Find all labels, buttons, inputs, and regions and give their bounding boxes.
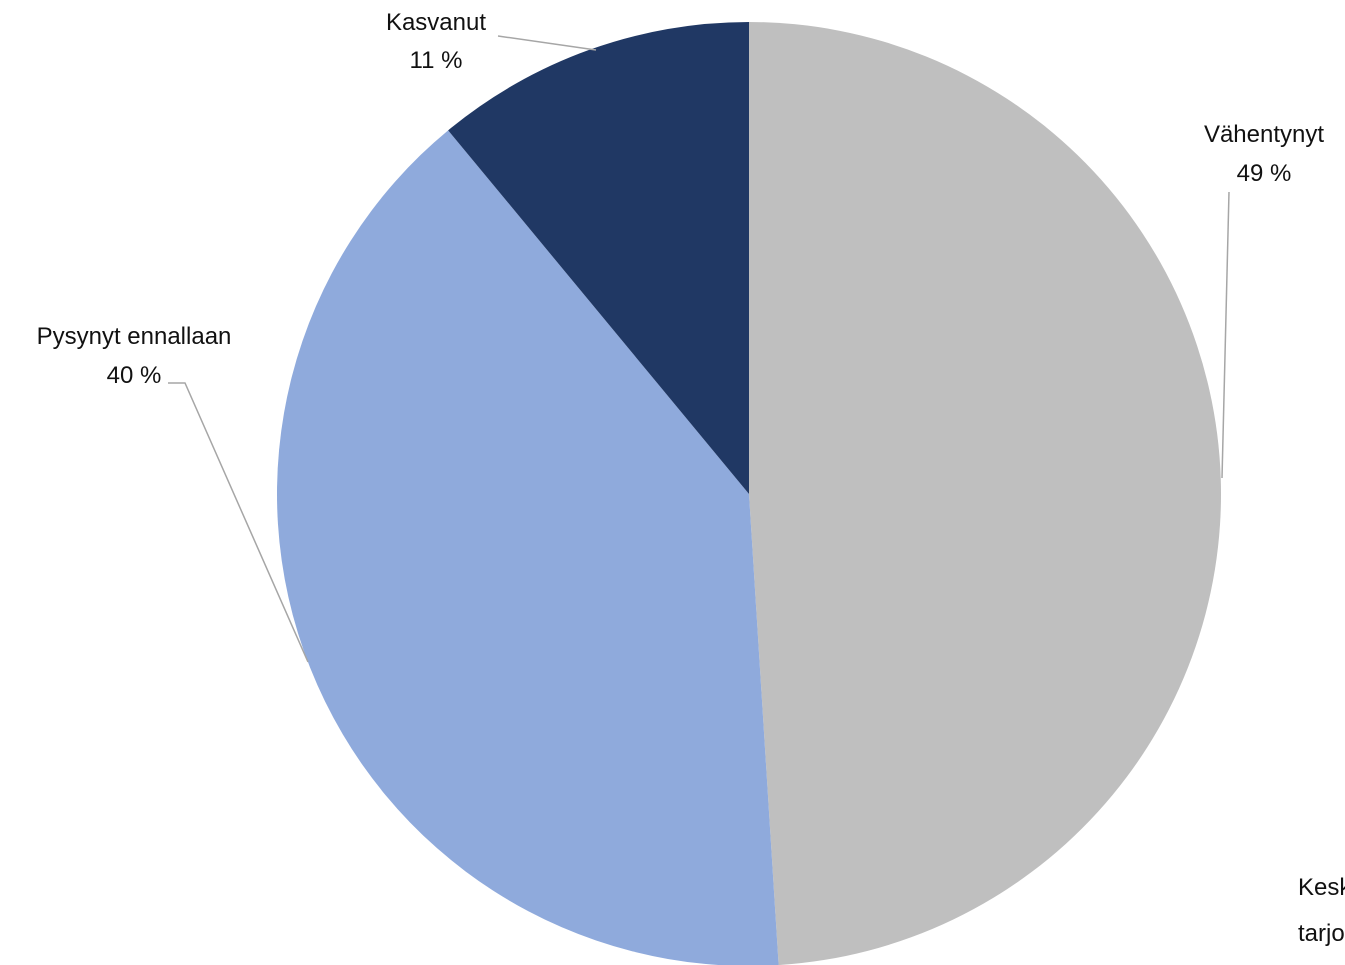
pie-slices <box>277 22 1221 965</box>
cut-off-text-line-1: Kesk <box>1298 874 1345 902</box>
pie-slice-vahentynyt <box>749 22 1221 965</box>
slice-label-pysynyt-ennallaan: Pysynyt ennallaan <box>37 323 232 350</box>
slice-value-kasvanut: 11 % <box>410 47 463 74</box>
slice-label-kasvanut: Kasvanut <box>386 9 486 36</box>
slice-label-vahentynyt: Vähentynyt <box>1204 121 1324 148</box>
slice-value-vahentynyt: 49 % <box>1237 160 1292 187</box>
leader-line-kasvanut <box>498 36 596 50</box>
slice-value-pysynyt-ennallaan: 40 % <box>107 362 162 389</box>
leader-line-vahentynyt <box>1222 192 1229 478</box>
cut-off-text-line-2: tarjo <box>1298 920 1345 948</box>
